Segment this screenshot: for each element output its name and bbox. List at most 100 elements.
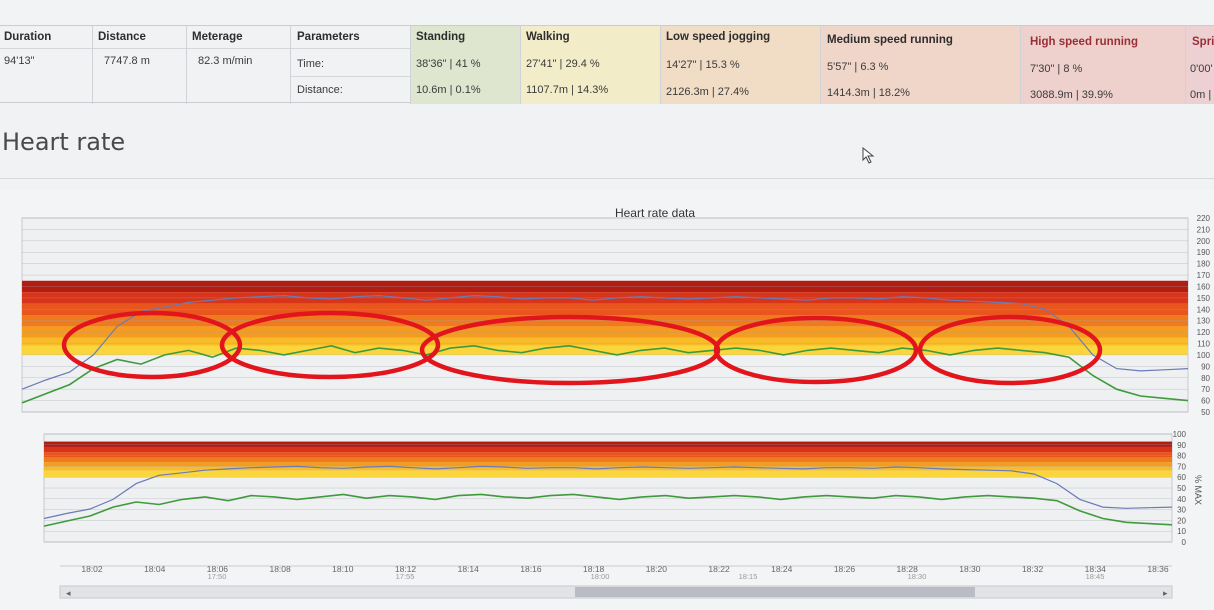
- chart1-annotation-ellipse: [219, 310, 441, 380]
- chart2-x-tick-label: 18:08: [269, 564, 291, 574]
- chart2-x-tick-label: 18:04: [144, 564, 166, 574]
- chart2-x-tick-label: 18:16: [520, 564, 542, 574]
- zone-col-medium-run: [820, 26, 1020, 104]
- chart2-range-label: 18:30: [908, 572, 927, 581]
- header-standing: Standing: [416, 31, 466, 43]
- low-jog-distance: 2126.3m | 27.4%: [666, 86, 749, 98]
- chart2-y-tick-label: 70: [1177, 462, 1186, 471]
- chart1-y-tick-label: 100: [1197, 351, 1211, 360]
- chart2-y-tick-label: 100: [1173, 430, 1187, 439]
- walking-distance: 1107.7m | 14.3%: [526, 84, 609, 96]
- chart2-y-tick-label: 90: [1177, 441, 1186, 450]
- heart-rate-chart: Heart rate data 220210200190180170160150…: [0, 190, 1214, 610]
- header-distance: Distance: [98, 31, 146, 43]
- chart1-annotation-ellipse: [713, 315, 919, 385]
- chart1-y-tick-label: 160: [1197, 282, 1211, 291]
- chart1-y-tick-label: 200: [1197, 237, 1211, 246]
- summary-table: Duration Distance Meterage Parameters St…: [0, 25, 1214, 104]
- walking-time: 27'41" | 29.4 %: [526, 58, 600, 70]
- chart1-y-tick-label: 60: [1201, 397, 1210, 406]
- chart1-annotation-ellipse: [61, 310, 243, 380]
- chart2-y-tick-label: 80: [1177, 452, 1186, 461]
- chart1-y-tick-label: 110: [1197, 340, 1210, 349]
- chart2-zone-band: [44, 452, 1172, 458]
- label-time: Time:: [297, 58, 325, 70]
- chart2-range-label: 17:50: [208, 572, 227, 581]
- chart2-x-tick-label: 18:34: [1085, 564, 1107, 574]
- col-divider: [520, 26, 521, 104]
- value-distance: 7747.8 m: [104, 55, 150, 67]
- chart2-zone-band: [44, 441, 1172, 447]
- chart2-range-label: 18:45: [1086, 572, 1105, 581]
- chart2-y-axis-label: % MAX: [1193, 475, 1203, 505]
- col-divider: [1185, 26, 1186, 104]
- scroll-right-arrow-icon[interactable]: ▸: [1163, 588, 1168, 598]
- header-low-jog: Low speed jogging: [666, 31, 771, 43]
- chart1-zone-band: [22, 345, 1188, 355]
- high-run-distance: 3088.9m | 39.9%: [1030, 89, 1113, 101]
- chart2-x-tick-label: 18:18: [583, 564, 605, 574]
- chart2-x-tick-label: 18:32: [1022, 564, 1044, 574]
- chart2-x-tick-label: 18:36: [1147, 564, 1169, 574]
- chart2-x-tick-label: 18:02: [81, 564, 103, 574]
- chart1: 220 210 200 190 180 170 160 150 140 130 120 110 100 9…: [21, 214, 1211, 417]
- chart2-x-tick-label: 18:24: [771, 564, 793, 574]
- value-duration: 94'13": [4, 55, 35, 67]
- value-meterage: 82.3 m/min: [198, 55, 253, 67]
- chart1-y-tick-label: 180: [1197, 260, 1211, 269]
- header-medium-run: Medium speed running: [827, 34, 953, 46]
- col-divider: [660, 26, 661, 104]
- chart-title: Heart rate data: [615, 206, 695, 220]
- chart1-y-tick-label: 120: [1197, 328, 1211, 337]
- medium-run-time: 5'57" | 6.3 %: [827, 61, 889, 73]
- chart2-x-tick-label: 18:10: [332, 564, 354, 574]
- chart2-y-tick-label: 30: [1177, 506, 1186, 515]
- chart2-zone-band: [44, 470, 1172, 478]
- col-divider: [820, 26, 821, 104]
- chart2-y-tick-label: 60: [1177, 473, 1186, 482]
- section-title: Heart rate: [2, 128, 126, 156]
- chart2-x-tick-label: 18:30: [959, 564, 981, 574]
- chart1-y-tick-label: 70: [1201, 385, 1210, 394]
- chart2-x-tick-label: 18:14: [458, 564, 480, 574]
- mouse-pointer-icon: [862, 147, 875, 164]
- header-high-run: High speed running: [1030, 36, 1138, 48]
- col-divider: [186, 26, 187, 104]
- label-distance: Distance:: [297, 84, 343, 96]
- sprint-distance: 0m |: [1190, 89, 1212, 101]
- header-walking: Walking: [526, 31, 570, 43]
- chart2-x-tick-label: 18:22: [708, 564, 730, 574]
- chart1-y-tick-label: 80: [1201, 374, 1210, 383]
- chart2-y-tick-label: 50: [1177, 484, 1186, 493]
- chart2-series-line-2: [43, 493, 1173, 527]
- chart2-y-tick-label: 20: [1177, 516, 1186, 525]
- chart1-series-line-1: [21, 294, 1189, 390]
- zone-col-standing: [410, 26, 520, 104]
- chart2-zone-band: [44, 462, 1172, 467]
- chart2-range-label: 18:15: [739, 572, 758, 581]
- chart1-y-tick-label: 140: [1197, 305, 1211, 314]
- chart2-x-tick-label: 18:20: [646, 564, 668, 574]
- chart1-y-tick-label: 170: [1197, 271, 1211, 280]
- col-divider: [410, 26, 411, 104]
- scroll-left-arrow-icon[interactable]: ◂: [66, 588, 71, 598]
- time-scrollbar-thumb[interactable]: [575, 587, 975, 597]
- chart2-series-line-1: [43, 465, 1173, 520]
- header-meterage: Meterage: [192, 31, 243, 43]
- zone-col-walking: [520, 26, 660, 104]
- zone-col-sprint: [1185, 26, 1214, 104]
- chart2-range-label: 17:55: [396, 572, 415, 581]
- header-parameters: Parameters: [297, 31, 360, 43]
- zone-col-high-run: [1020, 26, 1185, 104]
- chart2-x-tick-label: 18:28: [897, 564, 919, 574]
- header-duration: Duration: [4, 31, 52, 43]
- chart2-x-tick-label: 18:12: [395, 564, 417, 574]
- standing-distance: 10.6m | 0.1%: [416, 84, 481, 96]
- col-divider: [92, 26, 93, 104]
- standing-time: 38'36" | 41 %: [416, 58, 481, 70]
- chart2-x-tick-label: 18:26: [834, 564, 856, 574]
- chart1-series-line-2: [21, 344, 1189, 404]
- low-jog-time: 14'27" | 15.3 %: [666, 59, 740, 71]
